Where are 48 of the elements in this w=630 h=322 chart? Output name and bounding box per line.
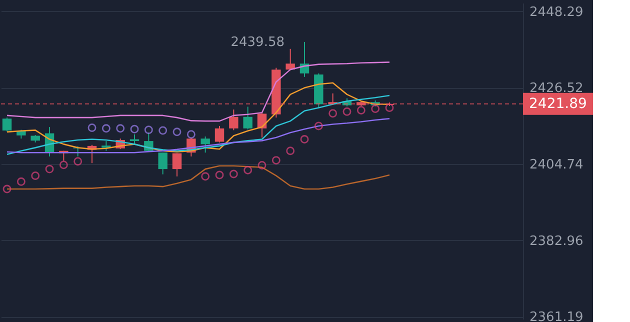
point: [172, 128, 182, 136]
point: [314, 122, 323, 130]
point: [31, 171, 40, 180]
point: [286, 146, 295, 156]
line-series: [6, 94, 390, 155]
line-series: [6, 118, 390, 154]
point: [356, 106, 366, 114]
point: [144, 126, 153, 134]
ref-line-label: 2421.89: [529, 96, 587, 112]
annotation: 2439.58: [230, 34, 284, 50]
candlestick: [257, 112, 267, 138]
candlestick: [286, 48, 295, 71]
y-tick-label: 2382.96: [530, 234, 584, 249]
candlestick: [102, 140, 111, 152]
point: [2, 184, 12, 194]
point: [229, 170, 238, 178]
point: [45, 164, 54, 174]
point: [116, 124, 125, 133]
point: [342, 107, 352, 116]
point: [88, 123, 96, 132]
point: [328, 109, 338, 118]
point: [371, 104, 380, 114]
point: [186, 130, 196, 139]
point: [158, 126, 168, 135]
point: [201, 172, 210, 181]
y-tick-label: 2426.52: [530, 81, 584, 96]
point: [215, 170, 224, 180]
y-tick-label: 2404.74: [530, 158, 584, 173]
y-tick-label: 2448.29: [530, 4, 584, 20]
candlestick: [229, 109, 238, 131]
point: [258, 160, 266, 170]
point: [300, 135, 309, 144]
point: [130, 124, 139, 134]
line-series: [6, 165, 390, 190]
point: [244, 166, 252, 174]
candlestick: [2, 117, 12, 132]
candlestick: [172, 152, 182, 177]
point: [16, 177, 26, 186]
candlestick: [200, 136, 210, 154]
point: [385, 104, 394, 112]
point: [74, 157, 82, 166]
point: [102, 124, 110, 133]
y-tick-label: 2361.19: [530, 310, 584, 322]
candlestick: [158, 152, 168, 175]
point: [272, 156, 280, 165]
candlestick: [243, 106, 252, 130]
point: [59, 160, 68, 170]
candlestick: [214, 125, 224, 143]
